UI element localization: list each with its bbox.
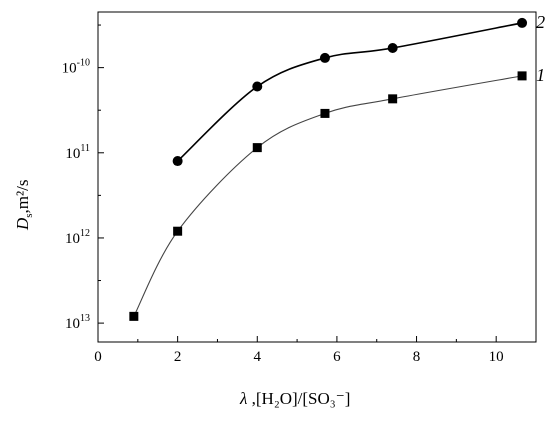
y-ticks: 1013 1012 1011 10-10 (62, 24, 104, 332)
series-2-label: 2 (536, 12, 545, 32)
series-2-point (252, 81, 263, 92)
x-axis-text: ,[H₂O]/[SO₃⁻] (247, 389, 350, 408)
y-tick-label: 1011 (65, 143, 90, 162)
x-tick-label: 0 (94, 349, 102, 365)
series-1-point (173, 226, 183, 236)
y-axis-subscript: s (23, 213, 35, 217)
x-axis-symbol: λ (239, 389, 247, 408)
x-tick-label: 10 (489, 349, 504, 365)
series-2-point (172, 156, 183, 167)
series-2-point (319, 52, 330, 63)
y-axis-title: Ds,m²/s (13, 180, 35, 231)
series-2-point (517, 17, 528, 28)
fit-curves (133, 22, 523, 317)
series-labels: 21 (536, 12, 545, 85)
series-1-point (320, 108, 330, 118)
y-tick-label: 1012 (65, 228, 90, 247)
x-axis-title: λ ,[H₂O]/[SO₃⁻] (239, 389, 350, 408)
series-1-point (388, 94, 398, 104)
x-tick-label: 8 (413, 349, 421, 365)
series-2-point (387, 43, 398, 54)
y-axis-symbol: D (13, 217, 32, 231)
y-tick-label: 10-10 (62, 58, 90, 77)
data-points (129, 17, 528, 321)
y-axis-unit: ,m²/s (13, 180, 32, 214)
x-tick-label: 6 (333, 349, 341, 365)
x-ticks: 0 2 4 6 8 10 (94, 336, 504, 365)
series-1-point (129, 311, 139, 321)
y-tick-label: 1013 (65, 313, 90, 332)
plot-frame (97, 11, 537, 343)
x-tick-label: 2 (174, 349, 182, 365)
series-1-point (252, 143, 262, 153)
x-tick-label: 4 (254, 349, 262, 365)
series-1-label: 1 (536, 65, 545, 85)
series-2-curve (177, 22, 523, 162)
series-1-point (517, 71, 527, 81)
series-1-curve (133, 75, 523, 317)
